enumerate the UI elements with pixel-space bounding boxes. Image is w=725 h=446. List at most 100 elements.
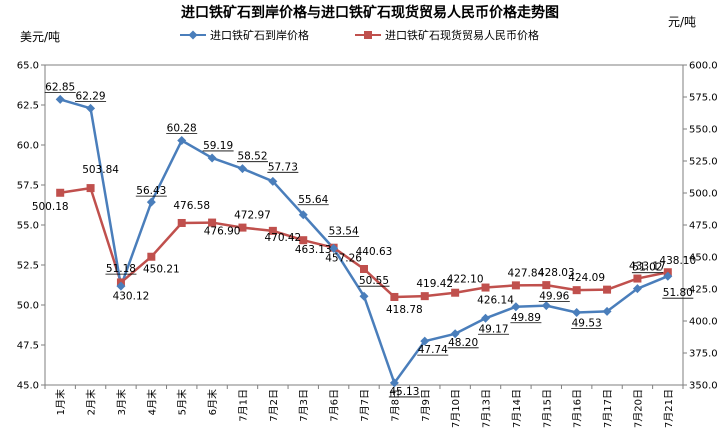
data-label: 472.97: [234, 210, 271, 222]
data-label: 503.84: [82, 164, 119, 176]
data-label: 45.13: [389, 386, 419, 398]
y-right-tick-label: 500.0: [689, 189, 718, 200]
series-1-point: [329, 243, 339, 253]
data-label: 427.84: [508, 267, 545, 279]
y-left-tick-label: 57.5: [17, 181, 39, 192]
data-label: 424.09: [568, 272, 605, 284]
x-tick-label: 7月6日: [329, 389, 341, 422]
series-1-point: [177, 136, 187, 146]
series-1-point: [481, 313, 491, 323]
series-1-point: [450, 329, 460, 339]
plot-frame: [44, 64, 684, 386]
y-right-tick-label: 425.0: [689, 285, 718, 296]
data-label: 450.21: [143, 264, 180, 276]
series-2-point: [147, 252, 156, 261]
y-right-tick-label: 475.0: [689, 221, 718, 232]
series-1-point: [420, 336, 430, 346]
data-label: 433.17: [629, 261, 666, 273]
series-1-line: [59, 98, 669, 385]
data-label: 53.54: [329, 225, 359, 237]
x-tick-label: 6月末: [206, 389, 219, 415]
data-label: 440.63: [356, 246, 393, 258]
x-tick-label: 7月16日: [572, 389, 584, 428]
series-2-point: [481, 283, 490, 292]
series-1-point: [663, 271, 673, 281]
legend-item-series-1: 进口铁矿石到岸价格: [180, 28, 309, 42]
plot-area: 45.0 47.5 50.0 52.5 55.0 57.5 60.0 62.5 65.0 350.…: [17, 61, 718, 429]
x-tick-label: 7月3日: [298, 389, 310, 422]
y-left-tick-label: 62.5: [17, 101, 39, 112]
series-2-point: [633, 274, 642, 283]
x-tick-label: 7月13日: [481, 389, 493, 428]
y-left-tick-label: 50.0: [17, 301, 39, 312]
x-tick-label: 7月21日: [663, 389, 675, 428]
data-label: 438.10: [659, 255, 696, 267]
series-1-point: [389, 378, 399, 388]
y-right-unit: 元/吨: [668, 15, 696, 29]
series-1-point: [116, 281, 126, 291]
x-tick-label: 7月1日: [237, 389, 249, 422]
data-label: 470.42: [264, 232, 301, 244]
series-1-point: [268, 176, 278, 186]
data-label: 51.80: [663, 287, 693, 299]
data-label: 457.26: [325, 253, 362, 265]
series-2-point: [299, 236, 308, 245]
series-2-point: [56, 188, 65, 197]
series-2-point: [268, 226, 277, 235]
x-tick-label: 7月7日: [359, 389, 371, 422]
y-left-tick-label: 60.0: [17, 141, 39, 152]
series-1-point: [207, 153, 217, 163]
y-left-unit: 美元/吨: [20, 30, 60, 44]
x-tick-label: 7月20日: [632, 389, 644, 428]
data-label: 418.78: [386, 304, 423, 316]
data-label: 58.52: [237, 151, 267, 163]
series-2-point: [542, 281, 551, 290]
series-1-point: [511, 302, 521, 312]
y-right-tick-label: 400.0: [689, 317, 718, 328]
series-1-point: [86, 103, 96, 113]
data-label: 51.18: [106, 263, 136, 275]
legend-label-series-1: 进口铁矿石到岸价格: [210, 28, 309, 42]
data-label: 49.96: [539, 291, 569, 303]
y-right-tick-label: 575.0: [689, 93, 718, 104]
y-right-tick-label: 350.0: [689, 381, 718, 392]
data-label: 55.64: [298, 194, 328, 206]
series-2-point: [390, 292, 399, 301]
data-label: 62.29: [76, 90, 106, 102]
x-tick-label: 1月末: [54, 389, 67, 415]
series-1-point: [541, 301, 551, 311]
x-tick-label: 7月10日: [450, 389, 462, 428]
legend: 进口铁矿石到岸价格 进口铁矿石现货贸易人民币价格: [180, 28, 539, 42]
series-1-point: [359, 291, 369, 301]
data-label: 49.89: [511, 312, 541, 324]
x-tick-label: 7月9日: [420, 389, 432, 422]
data-label: 428.03: [538, 267, 575, 279]
data-label: 500.18: [32, 201, 69, 213]
data-label: 430.12: [113, 290, 150, 302]
series-2-point: [208, 218, 217, 227]
series-1-point: [298, 210, 308, 220]
y-right-tick-label: 450.0: [689, 253, 718, 264]
legend-marker-series-2: [364, 31, 372, 39]
data-label: 49.53: [572, 318, 602, 330]
data-label: 59.19: [203, 140, 233, 152]
data-label: 419.42: [416, 278, 453, 290]
series-2-point: [603, 285, 612, 294]
y-right-tick-label: 525.0: [689, 157, 718, 168]
data-label: 62.85: [45, 81, 75, 93]
legend-item-series-2: 进口铁矿石现货贸易人民币价格: [355, 28, 539, 42]
y-right-tick-label: 550.0: [689, 125, 718, 136]
x-tick-label: 7月17日: [602, 389, 614, 428]
legend-label-series-2: 进口铁矿石现货贸易人民币价格: [385, 28, 539, 42]
data-label: 48.20: [448, 337, 478, 349]
series-2-point: [238, 223, 247, 232]
series-1-point: [632, 284, 642, 294]
data-label: 426.14: [477, 295, 514, 307]
series-1-point: [572, 308, 582, 318]
data-label: 51.02: [632, 262, 662, 274]
x-tick-label: 3月末: [115, 389, 128, 415]
y-left-tick-label: 65.0: [17, 61, 39, 72]
y-left-tick-label: 45.0: [17, 381, 39, 392]
x-tick-label: 5月末: [176, 389, 189, 415]
